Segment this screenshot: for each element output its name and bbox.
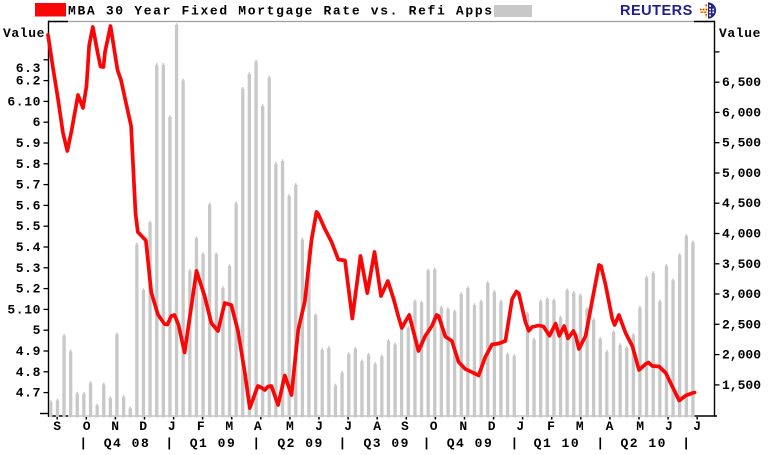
svg-text:6,500: 6,500: [722, 75, 761, 90]
svg-text:A: A: [373, 419, 381, 434]
svg-text:D: D: [488, 419, 496, 434]
svg-text:5,500: 5,500: [722, 136, 761, 151]
svg-text:F: F: [197, 419, 205, 434]
svg-text:5.3: 5.3: [16, 261, 41, 276]
svg-text:6.3: 6.3: [16, 61, 41, 76]
svg-text:6,000: 6,000: [722, 105, 761, 120]
svg-text:3,000: 3,000: [722, 287, 761, 302]
svg-text:|: |: [165, 436, 173, 451]
svg-text:|: |: [79, 436, 87, 451]
svg-text:Value: Value: [719, 26, 761, 41]
svg-text:3,500: 3,500: [722, 257, 761, 272]
svg-text:N: N: [459, 419, 467, 434]
svg-text:Q3 09: Q3 09: [363, 436, 410, 451]
svg-text:M: M: [225, 419, 233, 434]
svg-text:J: J: [168, 419, 176, 434]
svg-text:4.8: 4.8: [16, 365, 41, 380]
svg-text:O: O: [430, 419, 438, 434]
svg-text:M: M: [636, 419, 644, 434]
svg-text:|: |: [423, 436, 431, 451]
svg-text:4.7: 4.7: [16, 386, 41, 401]
svg-text:5.6: 5.6: [16, 198, 41, 213]
svg-text:|: |: [252, 436, 260, 451]
svg-text:6.2: 6.2: [16, 74, 41, 89]
svg-text:J: J: [693, 419, 701, 434]
svg-text:Q2 09: Q2 09: [277, 436, 324, 451]
svg-text:|: |: [510, 436, 518, 451]
svg-text:4,000: 4,000: [722, 227, 761, 242]
svg-text:S: S: [53, 419, 61, 434]
svg-text:M: M: [576, 419, 584, 434]
svg-text:5.4: 5.4: [16, 240, 41, 255]
svg-text:D: D: [139, 419, 147, 434]
svg-text:F: F: [547, 419, 555, 434]
svg-text:5.2: 5.2: [16, 282, 41, 297]
svg-text:M: M: [286, 419, 294, 434]
svg-text:5.5: 5.5: [16, 219, 41, 234]
svg-text:J: J: [516, 419, 524, 434]
svg-text:2,500: 2,500: [722, 317, 761, 332]
svg-text:5: 5: [33, 323, 41, 338]
svg-text:O: O: [83, 419, 91, 434]
svg-text:Value: Value: [3, 26, 45, 41]
svg-text:S: S: [401, 419, 409, 434]
svg-text:N: N: [111, 419, 119, 434]
svg-text:5.10: 5.10: [7, 302, 41, 317]
svg-text:|: |: [338, 436, 346, 451]
svg-text:A: A: [606, 419, 614, 434]
svg-text:A: A: [254, 419, 262, 434]
svg-text:|: |: [596, 436, 604, 451]
svg-text:1,500: 1,500: [722, 378, 761, 393]
svg-text:REUTERS: REUTERS: [620, 3, 693, 19]
svg-text:Q2 10: Q2 10: [620, 436, 667, 451]
svg-text:6.10: 6.10: [7, 94, 41, 109]
svg-text:5.7: 5.7: [16, 178, 41, 193]
svg-text:Q4 08: Q4 08: [104, 436, 151, 451]
svg-text:5.9: 5.9: [16, 136, 41, 151]
svg-text:6: 6: [33, 115, 41, 130]
svg-text:Q1 09: Q1 09: [190, 436, 237, 451]
svg-text:5.8: 5.8: [16, 157, 41, 172]
svg-text:2,000: 2,000: [722, 348, 761, 363]
svg-text:Q4 09: Q4 09: [447, 436, 494, 451]
svg-text:J: J: [665, 419, 673, 434]
svg-text:Q1 10: Q1 10: [534, 436, 581, 451]
svg-text:J: J: [315, 419, 323, 434]
svg-text:4.9: 4.9: [16, 344, 41, 359]
svg-text:J: J: [344, 419, 352, 434]
svg-text:MBA 30 Year Fixed Mortgage Rat: MBA 30 Year Fixed Mortgage Rate vs. Refi…: [68, 4, 494, 19]
svg-text:4,500: 4,500: [722, 196, 761, 211]
svg-text:5,000: 5,000: [722, 166, 761, 181]
svg-text:|: |: [682, 436, 690, 451]
